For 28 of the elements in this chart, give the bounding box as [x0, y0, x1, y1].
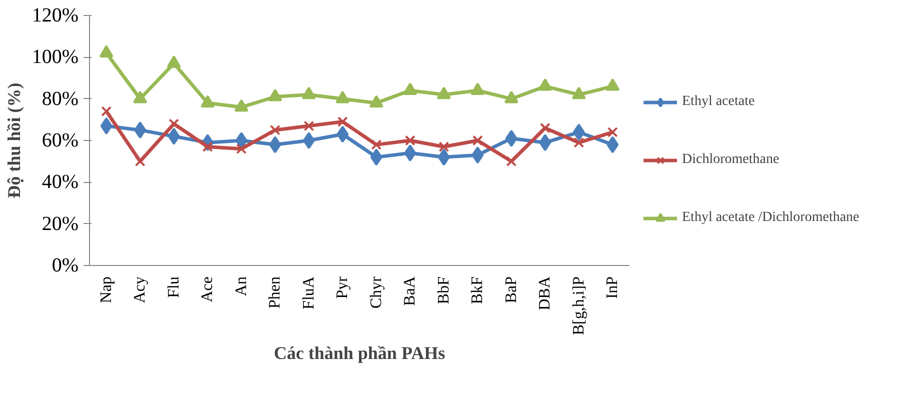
x-tick-label: FluA	[300, 276, 318, 310]
y-axis-title: Độ thu hồi (%)	[4, 82, 24, 198]
x-tick-label: Chyr	[368, 276, 385, 308]
x-axis-title: Các thành phần PAHs	[274, 343, 446, 364]
y-tick-label: 40%	[42, 171, 79, 194]
x-tick-label: An	[232, 276, 250, 296]
legend-label: Dichloromethane	[682, 152, 780, 168]
x-tick-label: DBA	[536, 276, 554, 310]
x-tick-label: Phen	[266, 276, 284, 308]
x-tick-label: B[g,h,i]P	[570, 276, 588, 336]
x-tick-label: Nap	[98, 276, 115, 304]
x-tick-label: BaA	[402, 276, 419, 306]
x-tick-label: InP	[604, 276, 622, 299]
legend-label: Ethyl acetate /Dichloromethane	[682, 210, 860, 226]
y-tick-label: 60%	[42, 130, 79, 152]
legend-label: Ethyl acetate	[682, 94, 755, 110]
x-tick-label: Flu	[165, 276, 182, 298]
y-tick-label: 80%	[42, 88, 79, 110]
x-tick-label: BbF	[435, 276, 452, 304]
y-tick-label: 100%	[32, 46, 79, 68]
x-tick-label: BaP	[502, 276, 520, 304]
x-tick-label: Acy	[132, 276, 149, 304]
y-tick-label: 20%	[42, 212, 79, 235]
x-tick-label: Pyr	[334, 276, 352, 299]
x-tick-label: Ace	[199, 276, 216, 302]
x-tick-label: BkF	[469, 276, 486, 304]
y-tick-label: 120%	[32, 4, 79, 26]
y-tick-label: 0%	[52, 254, 79, 276]
